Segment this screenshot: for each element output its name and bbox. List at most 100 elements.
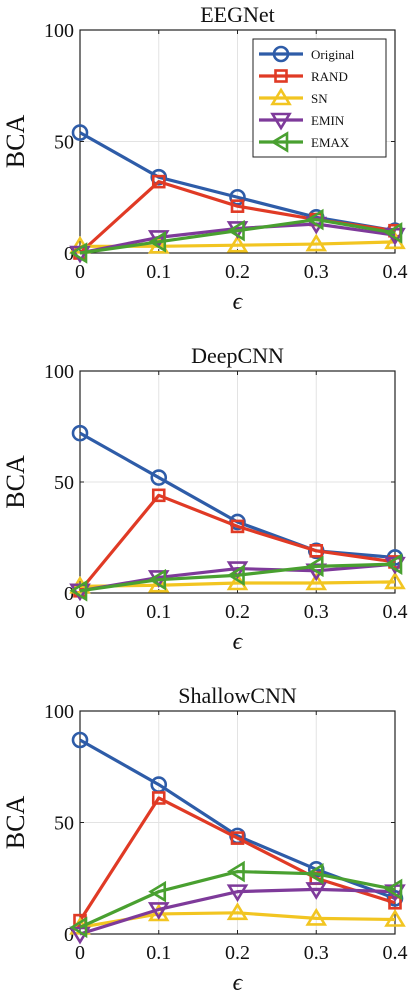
data-point-original (150, 168, 168, 186)
y-tick-label: 0 (64, 243, 74, 265)
data-point-emax (226, 564, 245, 587)
data-point-emax (69, 916, 88, 939)
data-point-sn (226, 234, 249, 253)
data-point-emin (305, 882, 328, 900)
legend-label: SN (311, 91, 328, 106)
y-tick-label: 100 (44, 361, 74, 383)
x-axis-label: ϵ (233, 970, 244, 996)
chart-deepcnn: 0 0.1 0.2 0.3 0.4 0 50 100 DeepCNN ϵ BCA (1, 343, 408, 655)
x-tick-label: 0.3 (304, 601, 329, 623)
data-point-emax (148, 880, 167, 903)
data-point-emax (305, 862, 324, 885)
data-point-original (71, 731, 89, 749)
legend-marker (270, 87, 292, 106)
series-line-emax (79, 869, 396, 929)
series-line-emin (79, 222, 396, 255)
y-axis-label: BCA (1, 455, 30, 509)
data-point-original (150, 469, 168, 486)
x-tick-label: 0 (75, 942, 85, 964)
legend-item-emax: EMAX (259, 131, 350, 153)
y-tick-label: 0 (64, 924, 74, 946)
x-tick-label: 0.4 (383, 261, 408, 283)
data-point-sn (147, 574, 170, 593)
legend: Original RAND SN EMIN EMAX (252, 38, 387, 158)
chart-eegnet: 0 0.1 0.2 0.3 0.4 0 50 100 EEGNet ϵ BCA Original RAN… (1, 2, 408, 315)
y-tick-label: 100 (44, 20, 74, 42)
series-line-emax (79, 562, 396, 593)
y-tick-label: 0 (64, 583, 74, 605)
data-point-sn (384, 909, 406, 927)
legend-marker (274, 69, 288, 83)
data-point-rand (230, 199, 245, 213)
series-emax (69, 553, 403, 602)
chart-title: ShallowCNN (178, 683, 297, 708)
x-tick-label: 0 (75, 261, 85, 283)
y-axis-label: BCA (1, 796, 30, 850)
series-line-emin (79, 887, 396, 936)
series-line-rand (78, 493, 396, 592)
legend-label: RAND (311, 69, 348, 84)
data-point-sn (305, 907, 328, 926)
chart-title: DeepCNN (191, 343, 284, 368)
chart-title: EEGNet (200, 2, 275, 27)
data-point-original (71, 124, 89, 141)
x-tick-label: 0 (75, 601, 85, 623)
x-tick-label: 0.1 (146, 601, 171, 623)
series-line-rand (78, 796, 396, 922)
legend-item-emin: EMIN (259, 112, 345, 131)
data-point-emax (69, 579, 88, 602)
series-line-emax (79, 217, 396, 255)
data-point-emax (226, 219, 245, 242)
series-emax (69, 208, 403, 264)
legend-marker (270, 112, 292, 131)
data-point-rand (230, 831, 245, 845)
x-tick-label: 0.1 (146, 261, 171, 283)
data-point-emax (384, 222, 403, 244)
data-point-emax (226, 860, 245, 883)
legend-label: EMAX (311, 135, 350, 150)
x-tick-label: 0.3 (304, 261, 329, 283)
x-tick-label: 0.2 (225, 942, 250, 964)
legend-item-original: Original (259, 45, 355, 63)
x-tick-label: 0.2 (225, 261, 250, 283)
legend-label: Original (311, 47, 355, 62)
data-point-emax (148, 568, 167, 591)
data-point-emax (305, 208, 324, 231)
series-emax (69, 860, 403, 939)
data-point-sn (305, 572, 328, 591)
legend-item-sn: SN (259, 87, 328, 106)
x-tick-label: 0.2 (225, 601, 250, 623)
data-point-emax (384, 878, 403, 901)
data-point-rand (151, 488, 166, 503)
data-point-sn (226, 902, 249, 921)
data-point-emin (147, 902, 170, 920)
y-tick-label: 100 (44, 701, 74, 723)
data-point-emax (69, 242, 88, 264)
x-tick-label: 0.3 (304, 942, 329, 964)
data-point-emax (305, 555, 324, 578)
x-axis-label: ϵ (233, 629, 244, 655)
data-point-original (71, 424, 89, 442)
data-point-original (229, 188, 246, 206)
data-point-emin (226, 561, 249, 580)
data-point-rand (230, 519, 245, 534)
x-axis-label: ϵ (233, 289, 244, 315)
y-tick-label: 50 (54, 472, 74, 494)
data-point-rand (309, 544, 324, 558)
data-point-sn (384, 571, 406, 590)
y-tick-label: 50 (54, 132, 74, 154)
legend-marker (270, 131, 289, 153)
y-tick-label: 50 (54, 813, 74, 835)
data-point-emin (226, 884, 249, 903)
legend-item-rand: RAND (259, 69, 348, 84)
x-tick-label: 0.4 (383, 942, 408, 964)
x-tick-label: 0.1 (146, 942, 171, 964)
chart-shallowcnn: 0 0.1 0.2 0.3 0.4 0 50 100 ShallowCNN ϵ BCA (1, 683, 408, 996)
data-point-rand (151, 174, 166, 189)
x-tick-label: 0.4 (383, 601, 408, 623)
data-point-sn (305, 233, 328, 252)
data-point-rand (151, 791, 166, 805)
legend-label: EMIN (311, 113, 345, 128)
